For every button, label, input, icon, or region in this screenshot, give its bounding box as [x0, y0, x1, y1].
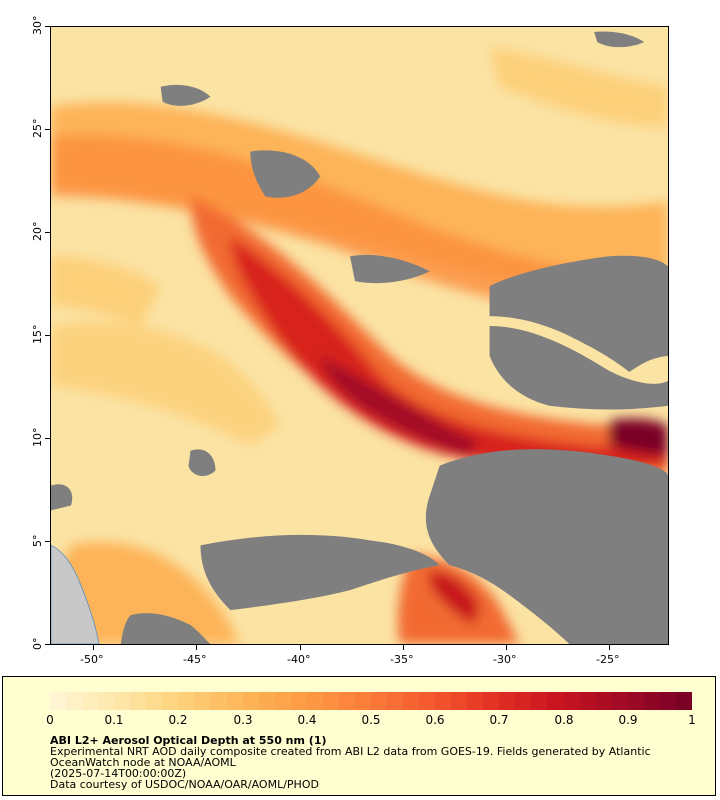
lat-tick-mark	[45, 129, 50, 130]
lon-tick-label: -45°	[183, 653, 207, 666]
lon-tick-mark	[506, 645, 507, 650]
colorbar-tick-label: 0.9	[618, 713, 638, 727]
colorbar-swatch	[50, 692, 67, 710]
lat-tick-mark	[45, 335, 50, 336]
colorbar-swatch	[194, 692, 211, 710]
colorbar-tick-label: 0.8	[554, 713, 574, 727]
colorbar-tick-label: 0.5	[361, 713, 381, 727]
lat-tick-mark	[45, 541, 50, 542]
colorbar-swatch	[579, 692, 596, 710]
colorbar-swatch	[306, 692, 323, 710]
colorbar-swatch	[274, 692, 291, 710]
colorbar-swatch	[627, 692, 644, 710]
colorbar-swatch	[515, 692, 532, 710]
colorbar-tick-label: 0.6	[425, 713, 445, 727]
aod-field	[51, 27, 668, 644]
colorbar-swatch	[130, 692, 147, 710]
legend-description: OceanWatch node at NOAA/AOML	[50, 756, 236, 769]
colorbar-swatch	[322, 692, 339, 710]
colorbar-swatch	[403, 692, 420, 710]
colorbar-tick-label: 0.4	[297, 713, 317, 727]
colorbar-swatch	[643, 692, 660, 710]
colorbar-swatch	[419, 692, 436, 710]
lat-tick-label: 0°	[31, 637, 44, 651]
colorbar-swatch	[435, 692, 452, 710]
colorbar-tick-label: 1	[688, 713, 696, 727]
lat-tick-label: 25°	[31, 118, 44, 139]
colorbar-tick-label: 0.1	[104, 713, 124, 727]
lon-tick-label: -40°	[287, 653, 311, 666]
lon-tick-mark	[403, 645, 404, 650]
colorbar-swatch	[386, 692, 404, 710]
lat-tick-label: 30°	[31, 15, 44, 36]
lon-tick-label: -25°	[596, 653, 620, 666]
colorbar-swatch	[66, 692, 83, 710]
colorbar-swatch	[338, 692, 355, 710]
colorbar-swatch	[483, 692, 500, 710]
lat-tick-label: 5°	[31, 534, 44, 548]
colorbar-swatch	[370, 692, 387, 710]
colorbar-swatch	[467, 692, 484, 710]
colorbar-swatch	[242, 692, 259, 710]
colorbar-swatch	[659, 692, 676, 710]
lat-tick-label: 15°	[31, 324, 44, 345]
lon-tick-mark	[93, 645, 94, 650]
colorbar-swatch	[290, 692, 307, 710]
colorbar-swatch	[82, 692, 99, 710]
colorbar-swatch	[675, 692, 692, 710]
colorbar-swatch	[226, 692, 243, 710]
colorbar-tick-label: 0.7	[489, 713, 509, 727]
colorbar	[50, 692, 692, 710]
lat-tick-mark	[45, 26, 50, 27]
lon-tick-mark	[196, 645, 197, 650]
colorbar-swatch	[499, 692, 516, 710]
colorbar-swatch	[354, 692, 371, 710]
colorbar-swatch	[563, 692, 580, 710]
colorbar-tick-label: 0.2	[168, 713, 188, 727]
lon-tick-mark	[609, 645, 610, 650]
colorbar-swatch	[531, 692, 548, 710]
colorbar-swatch	[451, 692, 468, 710]
colorbar-tick-label: 0	[46, 713, 54, 727]
colorbar-swatch	[178, 692, 195, 710]
legend-description: Experimental NRT AOD daily composite cre…	[50, 745, 651, 758]
aod-map	[50, 26, 669, 645]
legend-panel: 0 0.1 0.2 0.3 0.4 0.5 0.6 0.7 0.8 0.9 1 …	[2, 676, 716, 796]
lon-tick-mark	[300, 645, 301, 650]
colorbar-swatch	[547, 692, 564, 710]
colorbar-swatch	[98, 692, 115, 710]
legend-title: ABI L2+ Aerosol Optical Depth at 550 nm …	[50, 734, 327, 747]
legend-credit: Data courtesy of USDOC/NOAA/OAR/AOML/PHO…	[50, 778, 319, 791]
lon-tick-label: -35°	[390, 653, 414, 666]
colorbar-swatch	[114, 692, 131, 710]
lon-tick-label: -30°	[493, 653, 517, 666]
lon-tick-label: -50°	[80, 653, 104, 666]
colorbar-swatch	[258, 692, 275, 710]
legend-caption: ABI L2+ Aerosol Optical Depth at 550 nm …	[50, 735, 690, 790]
colorbar-tick-label: 0.3	[233, 713, 253, 727]
colorbar-swatch	[146, 692, 163, 710]
lat-tick-label: 10°	[31, 427, 44, 448]
lat-tick-mark	[45, 644, 50, 645]
colorbar-swatch	[611, 692, 628, 710]
legend-date: (2025-07-14T00:00:00Z)	[50, 767, 187, 780]
lat-tick-mark	[45, 232, 50, 233]
lat-tick-label: 20°	[31, 221, 44, 242]
lat-tick-mark	[45, 438, 50, 439]
colorbar-swatch	[162, 692, 179, 710]
colorbar-swatch	[595, 692, 612, 710]
colorbar-swatch	[210, 692, 227, 710]
